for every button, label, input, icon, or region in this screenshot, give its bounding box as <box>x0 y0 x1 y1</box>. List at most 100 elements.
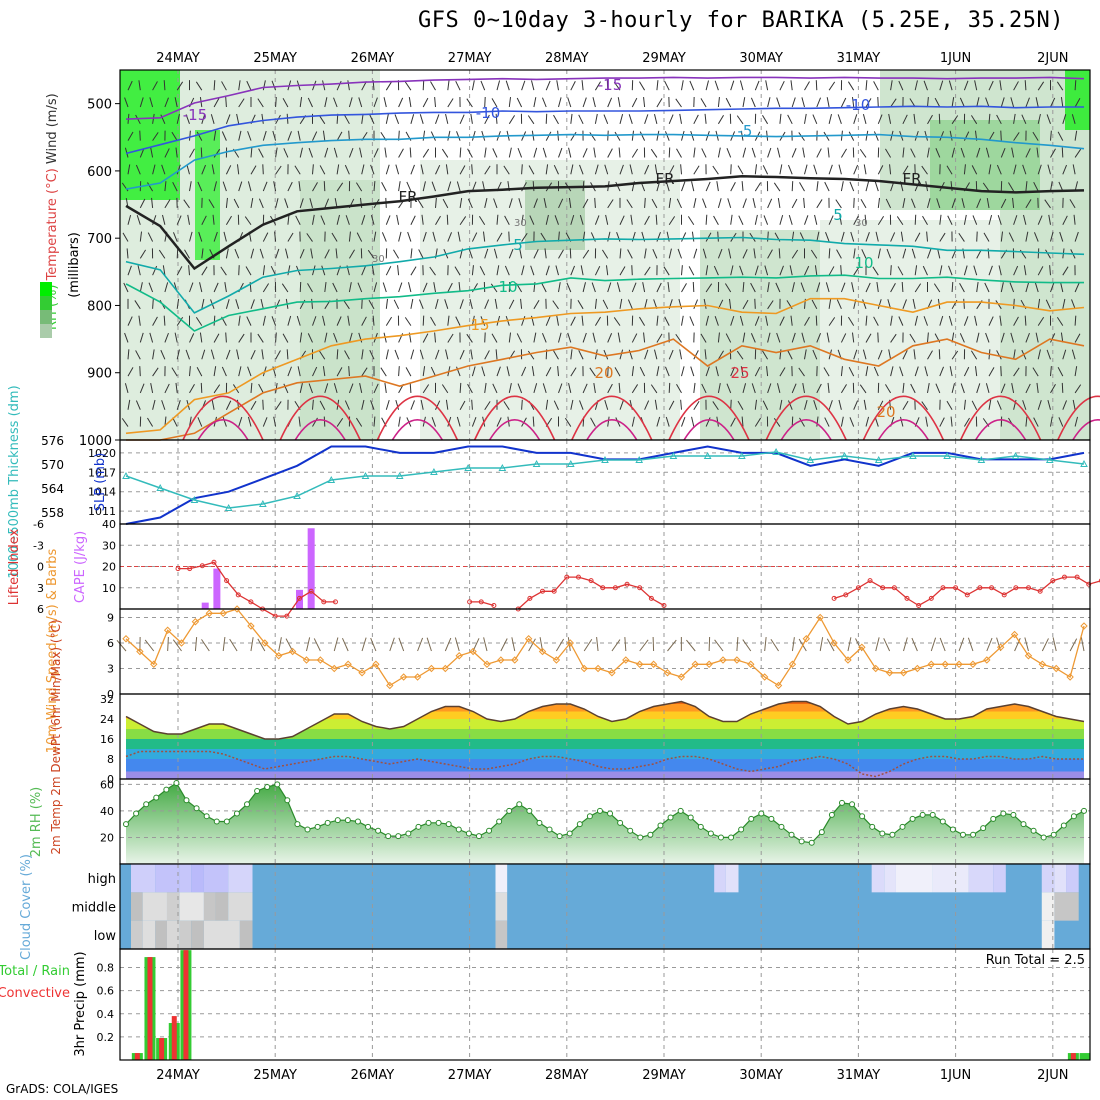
wind-barb <box>152 349 155 360</box>
wind-barb <box>619 298 623 309</box>
wind-barb <box>333 147 338 158</box>
wind-barb <box>767 300 774 310</box>
wind10-barb <box>714 639 724 652</box>
wind-barb <box>851 97 855 108</box>
wind-barb <box>644 298 648 309</box>
lifted-index-marker <box>1086 581 1092 587</box>
cloud-cell <box>714 864 726 893</box>
wind-barb <box>176 81 184 91</box>
temp-ylabel: 2m Temp 2m DewPt (6hr Min/Max) (°C) <box>49 619 63 854</box>
wind-barb <box>590 417 596 427</box>
wind-barb <box>619 114 624 124</box>
wind-barb <box>459 114 465 125</box>
wind-barb <box>333 97 338 108</box>
wind-barb <box>1000 130 1002 141</box>
wind-barb <box>1044 199 1051 209</box>
wind-barb <box>435 400 441 410</box>
wind-barb <box>935 148 941 158</box>
wind-barb <box>976 383 981 394</box>
wind-barb <box>951 198 956 209</box>
wind-barb <box>927 147 930 158</box>
wind-speed-marker <box>649 660 658 668</box>
wind-barb <box>398 148 404 158</box>
rh2m-marker <box>980 825 987 832</box>
wind-barb <box>651 198 658 209</box>
wind-barb <box>171 131 178 141</box>
wind-barb <box>996 164 1002 175</box>
wind-barb <box>521 366 527 377</box>
rh2m-marker <box>748 815 755 822</box>
wind-barb <box>433 282 436 293</box>
wind-barb <box>347 80 350 91</box>
wind-barb <box>152 132 159 141</box>
isotherm-25-arc <box>571 395 653 441</box>
wind-barb <box>629 164 633 175</box>
wind-barb <box>763 215 769 225</box>
wind-barb <box>751 383 756 394</box>
wind-barb <box>126 248 129 259</box>
wind-barb <box>752 198 756 209</box>
wind-barb <box>607 333 613 343</box>
isotherm-30-arc <box>488 419 541 441</box>
wind-barb <box>410 266 417 276</box>
isotherm-25 <box>182 395 1100 441</box>
wind-barb <box>1058 181 1064 192</box>
temp-tick-label: 8 <box>107 753 114 766</box>
wind-barb <box>877 165 884 175</box>
wind-barb <box>299 248 305 259</box>
wind-barb <box>503 165 510 175</box>
wind-barb <box>693 350 699 360</box>
wind-barb <box>298 416 301 427</box>
wind-barb <box>877 248 881 259</box>
wind-speed-marker <box>636 660 644 668</box>
wind-speed-marker <box>497 656 505 664</box>
wind-barb <box>816 332 822 343</box>
lifted-index-marker <box>891 585 897 591</box>
wind-barb <box>910 198 916 209</box>
wind-barb <box>221 131 227 141</box>
wind-barb <box>385 316 393 326</box>
wind-barb <box>1037 113 1041 124</box>
wind-barb <box>578 114 584 125</box>
wind-barb <box>504 215 510 225</box>
wind-speed-marker <box>719 656 727 664</box>
wind-barb <box>419 349 424 360</box>
wind-barb <box>1050 282 1055 293</box>
rh2m-marker <box>294 821 301 828</box>
wind-barb <box>713 265 719 276</box>
wind-barb <box>873 131 879 141</box>
wind-barb <box>554 215 559 225</box>
wind-barb <box>1050 333 1056 343</box>
wind-barb <box>927 96 929 108</box>
wind-speed-marker <box>1080 622 1088 630</box>
wind-barb <box>213 315 216 326</box>
wind-barb <box>1035 97 1039 108</box>
isotherm-label: -15 <box>183 106 208 124</box>
precip-total-bar <box>1079 1053 1091 1060</box>
wind-barb <box>976 231 978 242</box>
wind-barb <box>434 332 436 343</box>
wind-barb <box>297 366 301 377</box>
wind-barb <box>199 332 203 343</box>
grads-credit: GrADS: COLA/IGES <box>6 1082 119 1096</box>
wind-barb <box>568 147 572 158</box>
wind-barb <box>1047 399 1051 410</box>
wind-barb <box>382 282 387 293</box>
wind-barb <box>1074 416 1079 427</box>
wind-barb <box>225 96 227 108</box>
wind-barb <box>914 214 917 225</box>
rh2m-marker <box>1040 834 1047 841</box>
wind-barb <box>419 114 424 124</box>
wind-barb <box>631 366 635 377</box>
wind-barb <box>1062 114 1067 124</box>
wind-barb <box>653 349 658 360</box>
wind-barb <box>921 401 928 411</box>
wind-barb <box>765 315 769 326</box>
lifted-index-line <box>469 601 495 607</box>
wind-barb <box>172 232 178 242</box>
wind10-barb <box>222 637 226 652</box>
wind-barb <box>164 199 171 209</box>
wind-barb <box>528 165 535 175</box>
bottom-date-label: 2JUN <box>1037 1068 1068 1083</box>
cloud-cell <box>191 864 204 893</box>
